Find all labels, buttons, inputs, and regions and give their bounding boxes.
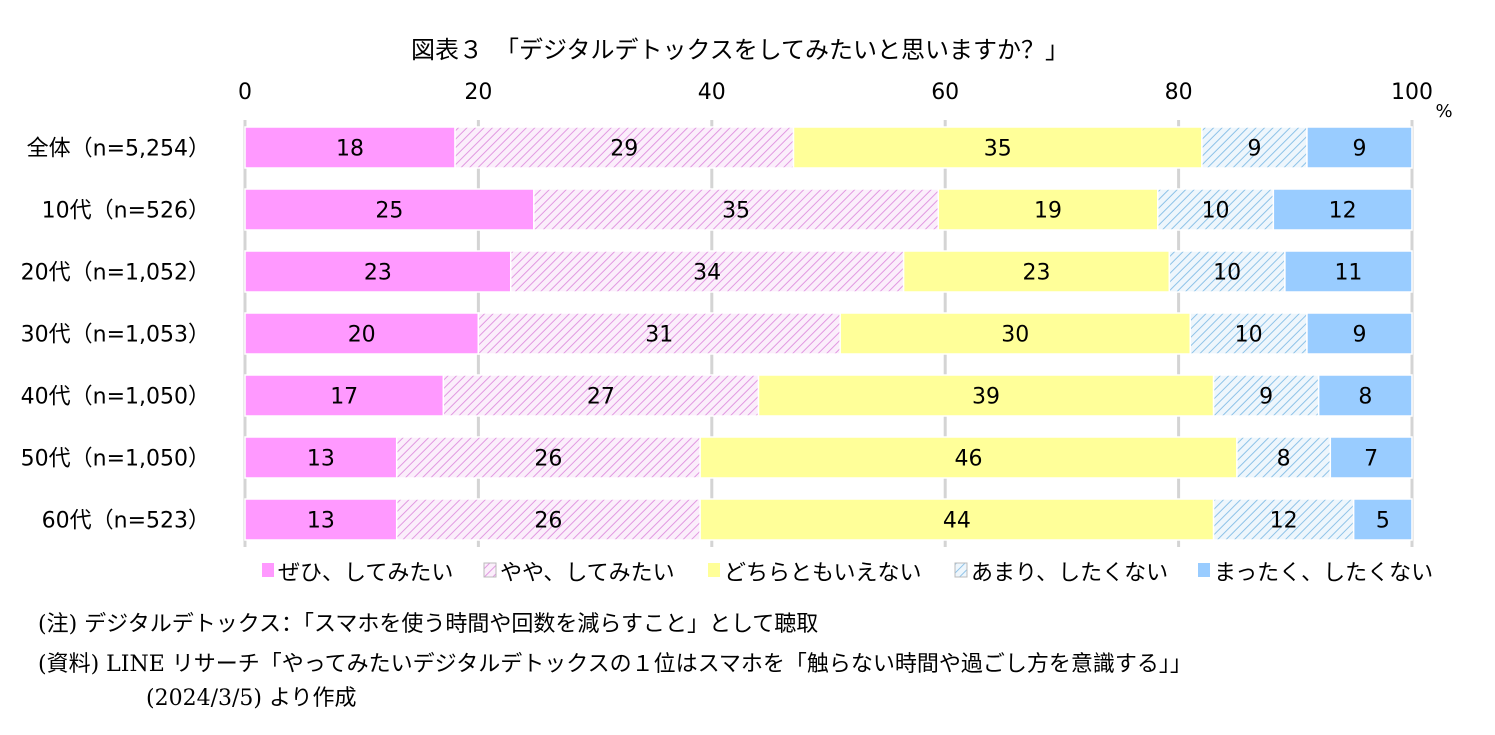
category-label: 60代（n=523） (42, 509, 210, 534)
category-label: 全体（n=5,254） (27, 137, 210, 162)
data-label: 39 (972, 385, 1000, 410)
chart-title: 図表３ 「デジタルデトックスをしてみたいと思いますか？」 (411, 36, 1069, 64)
bar-segment (937, 188, 1159, 231)
data-label: 13 (307, 509, 335, 534)
data-label: 26 (534, 447, 562, 472)
data-label: 29 (610, 137, 638, 162)
tick-label: 100 (1391, 80, 1433, 105)
bar-segment (533, 188, 940, 231)
bars: 18 29 35 9 9 25 35 19 10 12 23 34 23 10 11 20 31 30 10 9 17 2… (244, 126, 1413, 541)
category-label: 40代（n=1,050） (21, 385, 210, 410)
data-label: 23 (364, 261, 392, 286)
data-label: 35 (722, 199, 750, 224)
note-date: (2024/3/5) より作成 (146, 686, 357, 711)
data-label: 5 (1376, 509, 1390, 534)
bar-segment (244, 126, 456, 169)
data-label: 27 (587, 385, 615, 410)
data-label: 30 (1001, 323, 1029, 348)
category-label: 10代（n=526） (42, 199, 210, 224)
bar-segment (395, 436, 701, 479)
category-labels: 全体（n=5,254） 10代（n=526） 20代（n=1,052） 30代（n=1… (21, 137, 210, 534)
bar-segment (1284, 250, 1413, 293)
bar-segment (244, 374, 445, 417)
bar-segment (1352, 498, 1413, 541)
data-label: 35 (984, 137, 1012, 162)
bar-segment (699, 498, 1215, 541)
bar-segment (1306, 312, 1413, 355)
bar-segment (1168, 250, 1286, 293)
tick-label: 60 (931, 80, 959, 105)
legend-label: まったく、したくない (1214, 561, 1433, 586)
note-definition: (注) デジタルデトックス：「スマホを使う時間や回数を減らすこと」として聴取 (38, 612, 819, 637)
data-label: 12 (1270, 509, 1298, 534)
category-label: 20代（n=1,052） (21, 261, 210, 286)
bar-segment (244, 498, 398, 541)
legend-label: あまり、したくない (971, 561, 1168, 586)
bar-segment (395, 498, 701, 541)
bar-segment (244, 250, 512, 293)
data-label: 10 (1202, 199, 1230, 224)
bar-segment (902, 250, 1171, 293)
category-label: 50代（n=1,050） (21, 447, 210, 472)
legend-label: ぜひ、してみたい (278, 561, 453, 586)
bar-segment (477, 312, 841, 355)
unit-label: % (1435, 101, 1452, 122)
data-label: 12 (1329, 199, 1357, 224)
tick-label: 0 (238, 80, 252, 105)
data-label: 10 (1213, 261, 1241, 286)
data-label: 20 (348, 323, 376, 348)
data-label: 8 (1358, 385, 1372, 410)
bar-segment (757, 374, 1215, 417)
bar-segment (1317, 374, 1413, 417)
data-label: 9 (1247, 137, 1261, 162)
legend-swatch (483, 562, 497, 578)
category-label: 30代（n=1,053） (21, 323, 210, 348)
bar-segment (244, 188, 535, 231)
tick-labels: 0 20 40 60 80 100 (238, 80, 1433, 105)
data-label: 46 (955, 447, 983, 472)
bar-segment (1236, 436, 1332, 479)
data-label: 9 (1352, 137, 1366, 162)
bar-segment (1306, 126, 1413, 169)
data-label: 9 (1259, 385, 1273, 410)
legend-swatch (262, 563, 274, 577)
legend-swatch (954, 562, 968, 578)
data-label: 17 (330, 385, 358, 410)
bar-segment (1329, 436, 1413, 479)
bar-segment (1212, 374, 1320, 417)
legend-swatch (708, 563, 720, 577)
tick-label: 20 (464, 80, 492, 105)
bar-segment (510, 250, 905, 293)
data-label: 9 (1352, 323, 1366, 348)
data-label: 10 (1235, 323, 1263, 348)
tick-label: 40 (698, 80, 726, 105)
data-label: 23 (1022, 261, 1050, 286)
bar-segment (244, 312, 480, 355)
data-label: 26 (534, 509, 562, 534)
data-label: 25 (375, 199, 403, 224)
legend: ぜひ、してみたい やや、してみたい どちらともいえない あまり、したくない まったく、し… (262, 561, 1433, 586)
legend-swatch (1198, 563, 1210, 577)
data-label: 31 (645, 323, 673, 348)
legend-label: どちらともいえない (724, 561, 922, 586)
note-source: (資料) LINE リサーチ「やってみたいデジタルデトックスの１位はスマホを「触… (38, 652, 1192, 677)
bar-segment (1272, 188, 1413, 231)
bar-segment (442, 374, 760, 417)
data-label: 8 (1277, 447, 1291, 472)
data-label: 18 (336, 137, 364, 162)
data-label: 44 (943, 509, 971, 534)
data-label: 7 (1364, 447, 1378, 472)
bar-segment (1201, 126, 1308, 169)
legend-label: やや、してみたい (500, 561, 675, 586)
data-label: 34 (693, 261, 721, 286)
data-label: 19 (1034, 199, 1062, 224)
tick-label: 80 (1165, 80, 1193, 105)
data-label: 11 (1334, 261, 1362, 286)
data-label: 13 (307, 447, 335, 472)
bar-segment (839, 312, 1192, 355)
